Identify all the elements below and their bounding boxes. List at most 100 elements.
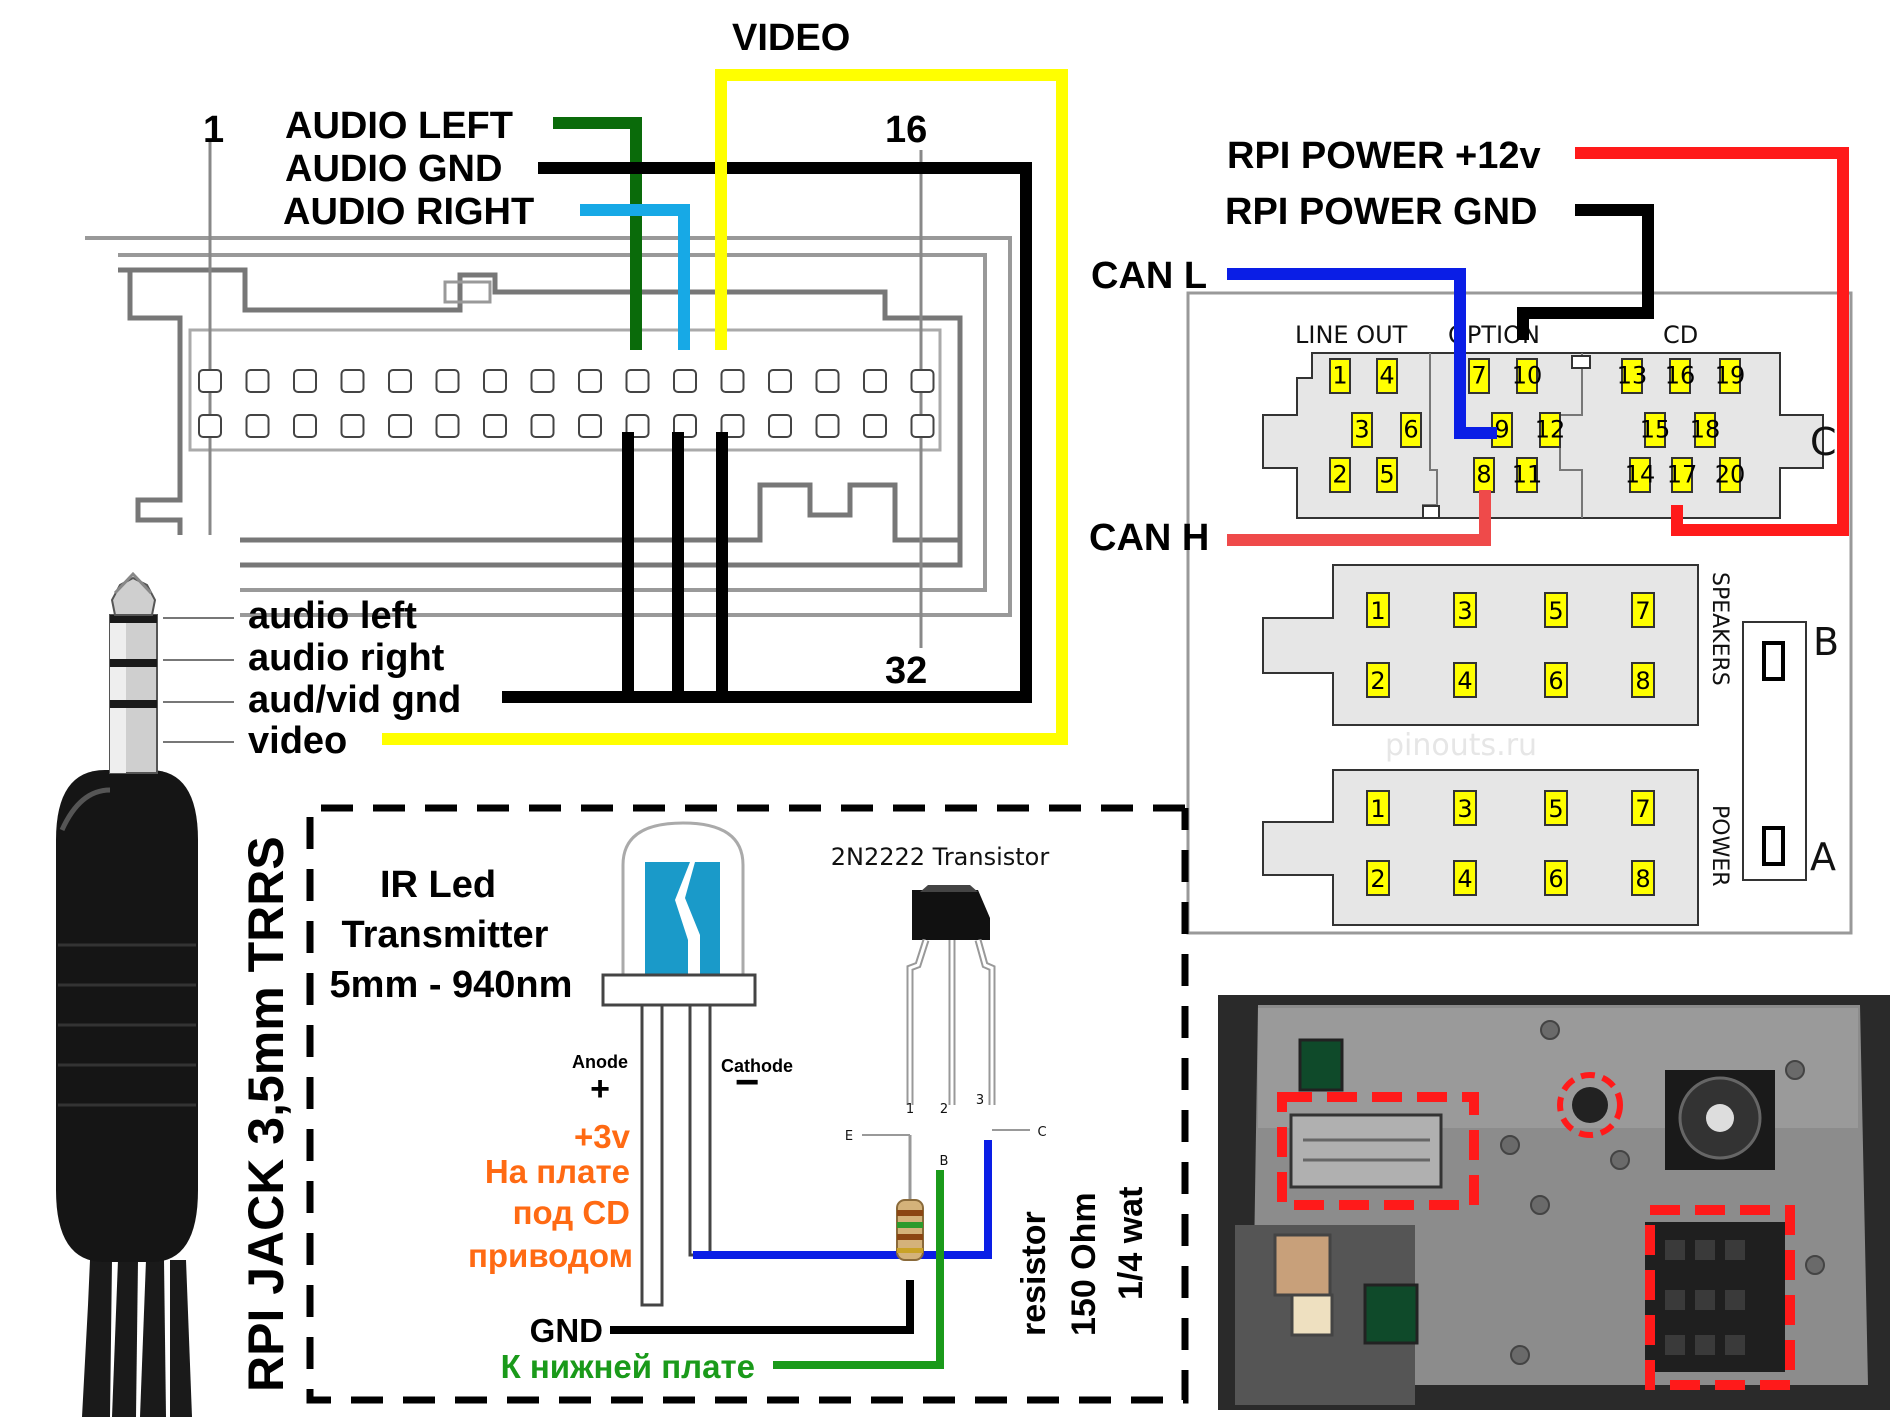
iso-pin-number: 4 <box>1457 865 1472 893</box>
head-unit-photo <box>1218 995 1890 1410</box>
ir-led-title-2: Transmitter <box>342 914 549 956</box>
power-12v-wire <box>1575 147 1849 536</box>
connector-pin <box>625 369 650 393</box>
iso-pin: 14 <box>1625 457 1655 493</box>
connector-pin <box>768 414 792 438</box>
connector-pin <box>293 369 317 393</box>
iso-pin-number: 4 <box>1457 667 1472 695</box>
can-h-wire <box>1227 490 1491 546</box>
connector-pin <box>720 369 745 393</box>
iso-pin-number: 1 <box>1332 362 1347 390</box>
connector-pin <box>340 369 365 393</box>
connector-pin <box>198 369 222 393</box>
resistor-label-3: 1/4 wat <box>1112 1187 1150 1300</box>
iso-pin-number: 8 <box>1635 865 1650 893</box>
iso-pin: 3 <box>1351 412 1373 448</box>
audio-gnd-label: AUDIO GND <box>285 148 502 190</box>
iso-pin: 8 <box>1473 457 1495 493</box>
connector-pin <box>293 414 317 438</box>
ring-audio-left-label: audio left <box>248 595 417 637</box>
iso-pin: 4 <box>1376 358 1398 394</box>
gnd-wire <box>610 1280 914 1334</box>
connector-pin <box>435 369 460 393</box>
iso-pin-number: 5 <box>1548 597 1563 625</box>
iso-pin-number: 16 <box>1665 362 1696 390</box>
iso-pin-number: 19 <box>1715 362 1746 390</box>
iso-pin: 4 <box>1453 860 1477 896</box>
iso-pin-number: 6 <box>1403 416 1418 444</box>
resistor-icon <box>896 1199 924 1261</box>
connector-pin <box>815 369 840 393</box>
connector-pin <box>863 369 887 393</box>
connector-pin <box>340 414 365 438</box>
connector-pin-grid <box>198 369 935 438</box>
pin-1-label: 1 <box>203 109 224 151</box>
iso-pin: 17 <box>1667 457 1698 493</box>
connector-pin <box>910 369 935 393</box>
iso-pin-number: 18 <box>1690 416 1721 444</box>
can-h-label: CAN H <box>1089 517 1209 559</box>
iso-pin: 2 <box>1329 457 1351 493</box>
trrs-ring-leaders <box>163 617 234 743</box>
iso-pin-number: 6 <box>1548 865 1563 893</box>
iso-pin-number: 17 <box>1667 461 1698 489</box>
iso-pin: 19 <box>1715 358 1746 394</box>
transistor-icon <box>862 885 1030 1136</box>
iso-pin-number: 3 <box>1457 597 1472 625</box>
iso-wires <box>1227 147 1849 546</box>
connector-pin <box>578 414 602 438</box>
can-l-label: CAN L <box>1091 255 1207 297</box>
pin-32-label: 32 <box>885 650 927 692</box>
audio-right-label: AUDIO RIGHT <box>283 191 534 233</box>
iso-pin-number: 15 <box>1640 416 1671 444</box>
iso-pin: 18 <box>1690 412 1721 448</box>
ir-led-title-1: IR Led <box>380 864 496 906</box>
iso-pin-number: 2 <box>1370 667 1385 695</box>
iso-pin-number: 5 <box>1379 461 1394 489</box>
pin-letter-b: B <box>940 1154 949 1169</box>
iso-pin: 6 <box>1544 860 1568 896</box>
iso-pin: 6 <box>1400 412 1422 448</box>
connector-pin <box>198 414 222 438</box>
connector-pin <box>388 369 412 393</box>
trrs-jack-title: RPI JACK 3,5mm TRRS <box>238 836 294 1392</box>
iso-pin: 8 <box>1631 662 1655 698</box>
iso-pin-number: 6 <box>1548 667 1563 695</box>
iso-pin-number: 7 <box>1635 597 1650 625</box>
connector-pin <box>435 414 460 438</box>
iso-pin-number: 7 <box>1471 362 1486 390</box>
iso-pin: 13 <box>1617 358 1647 394</box>
section-a-letter: A <box>1810 835 1836 879</box>
iso-pin-number: 10 <box>1512 362 1543 390</box>
iso-pin-number: 3 <box>1457 795 1472 823</box>
iso-pin-number: 2 <box>1370 865 1385 893</box>
connector-pin <box>673 414 697 438</box>
ring-gnd-label: aud/vid gnd <box>248 679 461 721</box>
connector-pin <box>720 414 745 438</box>
ring-video-label: video <box>248 720 347 762</box>
iso-pin: 4 <box>1453 662 1477 698</box>
iso-pin: 20 <box>1715 457 1745 493</box>
pin-16-label: 16 <box>885 109 927 151</box>
iso-pin-number: 1 <box>1370 795 1385 823</box>
iso-pin: 2 <box>1366 860 1390 896</box>
iso-pin: 15 <box>1640 412 1671 448</box>
iso-pin: 10 <box>1512 358 1543 394</box>
iso-pin: 3 <box>1453 592 1477 628</box>
iso-pin: 8 <box>1631 860 1655 896</box>
speakers-label: SPEAKERS <box>1707 572 1732 686</box>
iso-pin: 5 <box>1544 790 1568 826</box>
iso-pin-number: 8 <box>1635 667 1650 695</box>
ring-audio-right-label: audio right <box>248 637 445 679</box>
iso-pin-number: 11 <box>1512 461 1543 489</box>
connector-pin <box>245 369 270 393</box>
cathode-minus-sign: − <box>735 1058 760 1105</box>
ir-led-title-3: 5mm - 940nm <box>330 964 573 1006</box>
iso-pin-number: 1 <box>1370 597 1385 625</box>
power-board-label-1: На плате <box>485 1153 630 1190</box>
connector-pin <box>768 369 792 393</box>
iso-pin-number: 7 <box>1635 795 1650 823</box>
connector-pin <box>388 414 412 438</box>
power-label: POWER <box>1707 805 1732 887</box>
power-plus3v-label: +3v <box>574 1118 631 1155</box>
